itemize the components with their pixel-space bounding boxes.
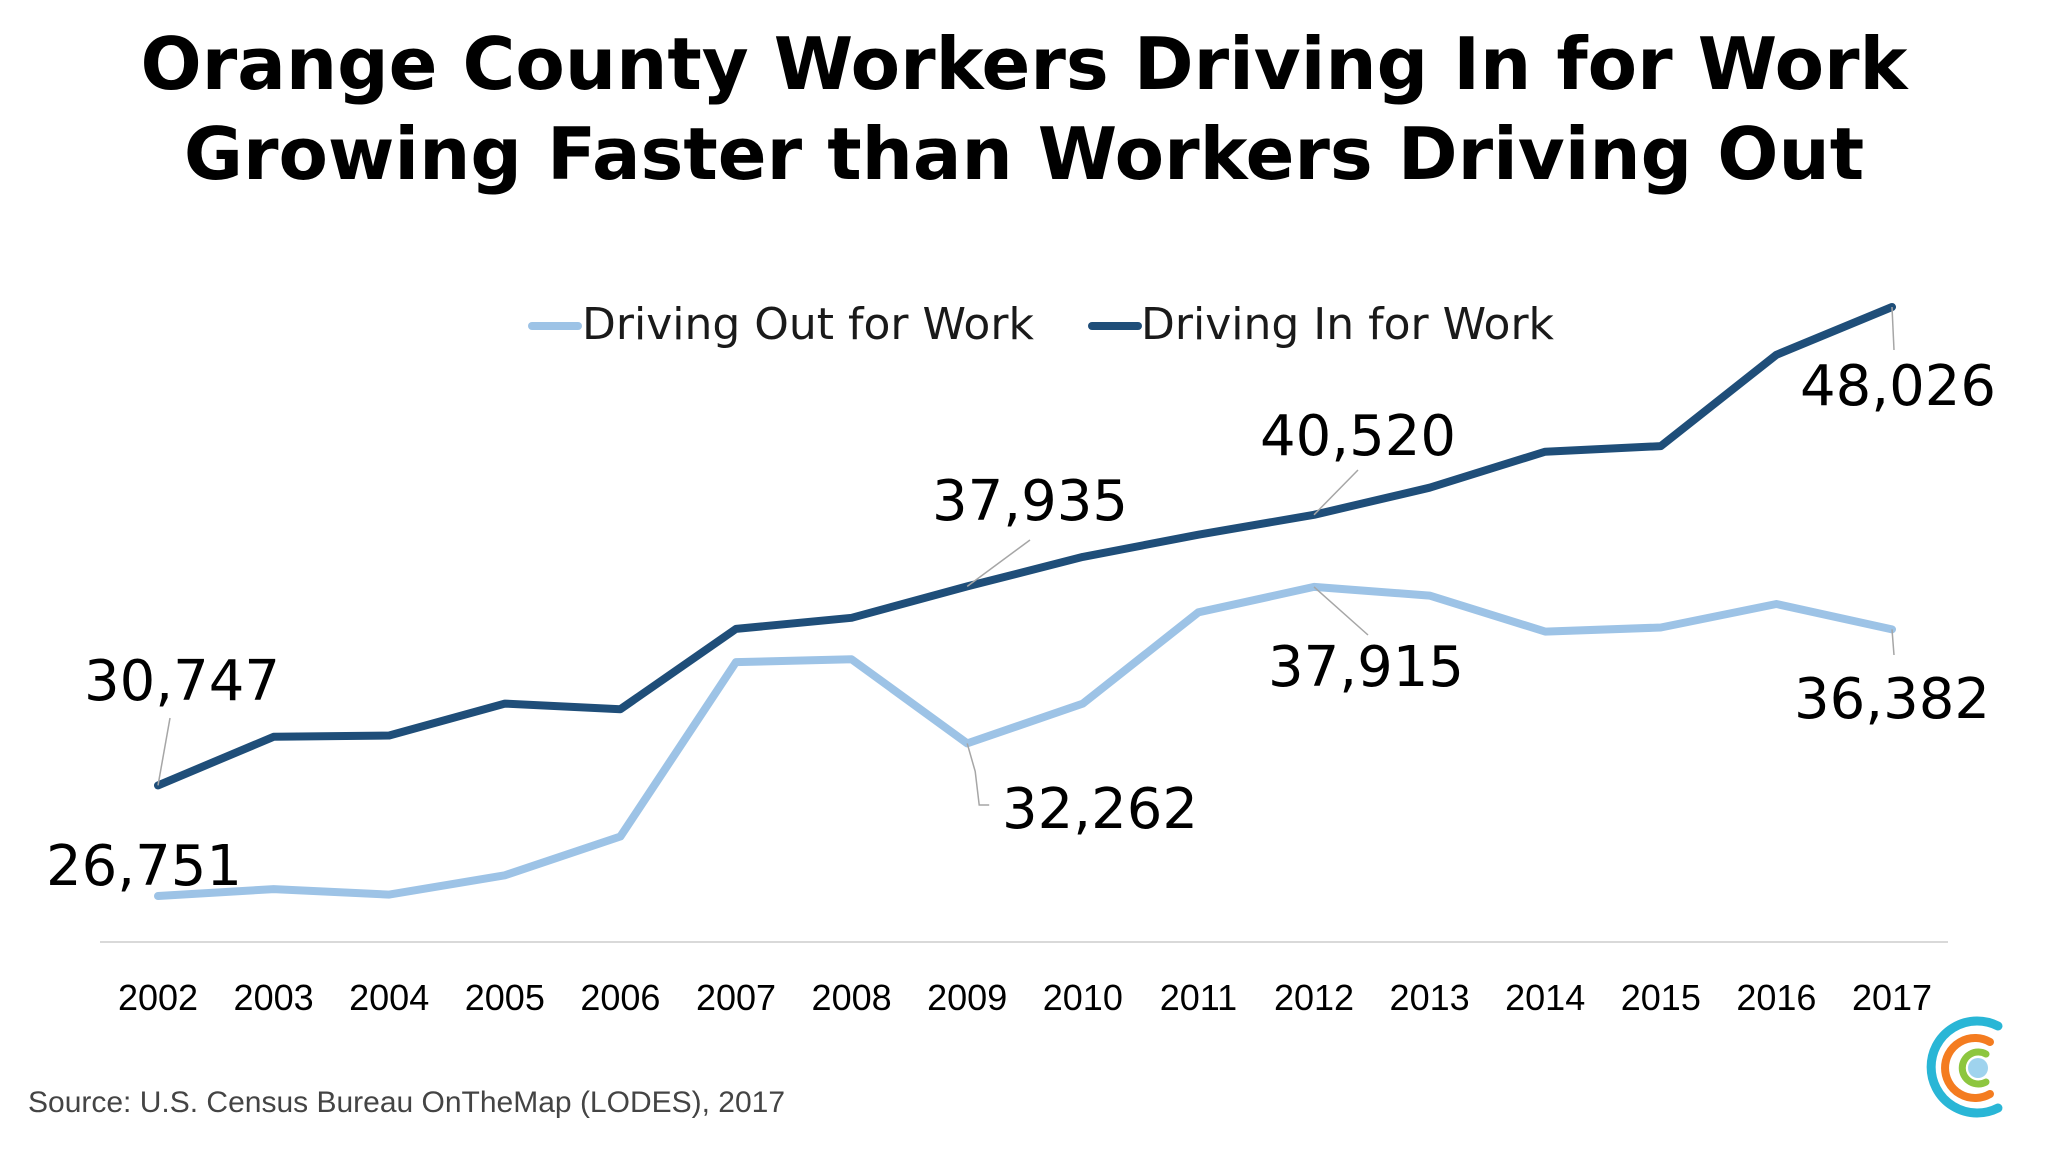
data-label: 37,935 [932, 469, 1128, 534]
x-tick-label: 2010 [1043, 977, 1123, 1018]
data-label: 37,915 [1268, 635, 1464, 700]
x-tick-label: 2006 [580, 977, 660, 1018]
data-label-leader-line [1891, 629, 1895, 656]
data-label: 32,262 [1002, 777, 1198, 842]
x-tick-label: 2014 [1505, 977, 1585, 1018]
x-tick-label: 2012 [1274, 977, 1354, 1018]
series-line-driving-out [154, 582, 1896, 900]
legend-label: Driving In for Work [1141, 299, 1555, 350]
legend-label: Driving Out for Work [582, 299, 1034, 350]
chart-title-line-2: Growing Faster than Workers Driving Out [183, 112, 1865, 196]
x-tick-label: 2017 [1852, 977, 1932, 1018]
x-tick-label: 2016 [1736, 977, 1816, 1018]
x-tick-label: 2011 [1160, 977, 1237, 1018]
data-label-leader-line [966, 539, 1031, 587]
x-tick-label: 2005 [465, 977, 545, 1018]
data-label-leader-line [157, 717, 171, 786]
source-note: Source: U.S. Census Bureau OnTheMap (LOD… [28, 1086, 786, 1119]
data-label: 26,751 [46, 834, 242, 899]
chart-title-line-1: Orange County Workers Driving In for Wor… [140, 22, 1908, 106]
series-line-driving-in [154, 303, 1896, 790]
data-label-leader-line [1313, 469, 1359, 516]
data-label: 40,520 [1260, 404, 1456, 469]
data-label-leader-line [1313, 586, 1369, 636]
x-tick-label: 2004 [349, 977, 429, 1018]
x-tick-label: 2007 [696, 977, 776, 1018]
data-label: 30,747 [84, 649, 280, 714]
data-label-leader-line [966, 743, 990, 806]
x-tick-label: 2015 [1621, 977, 1701, 1018]
x-tick-label: 2002 [118, 977, 198, 1018]
x-tick-label: 2013 [1390, 977, 1470, 1018]
x-tick-label: 2003 [234, 977, 314, 1018]
data-label: 36,382 [1794, 667, 1990, 732]
data-label-leader-line [1891, 306, 1895, 351]
organization-logo-icon [1926, 1016, 2003, 1118]
x-tick-label: 2009 [927, 977, 1007, 1018]
x-tick-label: 2008 [812, 977, 892, 1018]
data-label: 48,026 [1800, 354, 1996, 419]
